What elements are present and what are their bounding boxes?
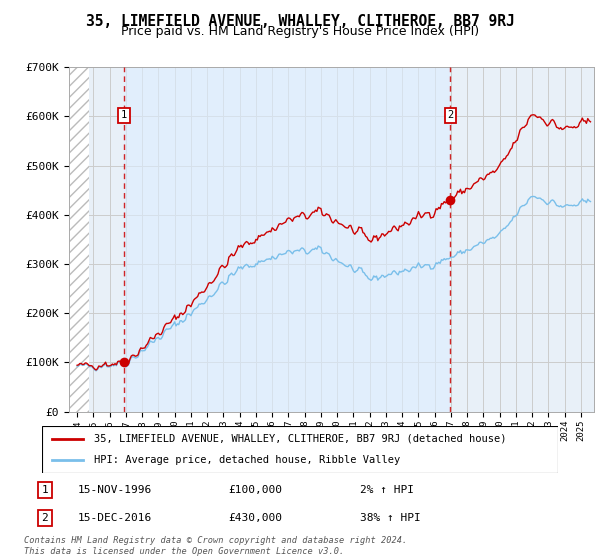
- Text: Contains HM Land Registry data © Crown copyright and database right 2024.
This d: Contains HM Land Registry data © Crown c…: [24, 536, 407, 556]
- Text: HPI: Average price, detached house, Ribble Valley: HPI: Average price, detached house, Ribb…: [94, 455, 400, 465]
- Text: 1: 1: [41, 485, 49, 495]
- Text: 15-DEC-2016: 15-DEC-2016: [78, 513, 152, 523]
- Text: 35, LIMEFIELD AVENUE, WHALLEY, CLITHEROE, BB7 9RJ (detached house): 35, LIMEFIELD AVENUE, WHALLEY, CLITHEROE…: [94, 434, 506, 444]
- Text: 2% ↑ HPI: 2% ↑ HPI: [360, 485, 414, 495]
- Text: £430,000: £430,000: [228, 513, 282, 523]
- Text: 15-NOV-1996: 15-NOV-1996: [78, 485, 152, 495]
- Text: £100,000: £100,000: [228, 485, 282, 495]
- Text: 2: 2: [447, 110, 454, 120]
- Text: Price paid vs. HM Land Registry's House Price Index (HPI): Price paid vs. HM Land Registry's House …: [121, 25, 479, 38]
- Text: 2: 2: [41, 513, 49, 523]
- Text: 1: 1: [121, 110, 127, 120]
- Bar: [124, 67, 450, 412]
- Text: 38% ↑ HPI: 38% ↑ HPI: [360, 513, 421, 523]
- Text: 35, LIMEFIELD AVENUE, WHALLEY, CLITHEROE, BB7 9RJ: 35, LIMEFIELD AVENUE, WHALLEY, CLITHEROE…: [86, 14, 514, 29]
